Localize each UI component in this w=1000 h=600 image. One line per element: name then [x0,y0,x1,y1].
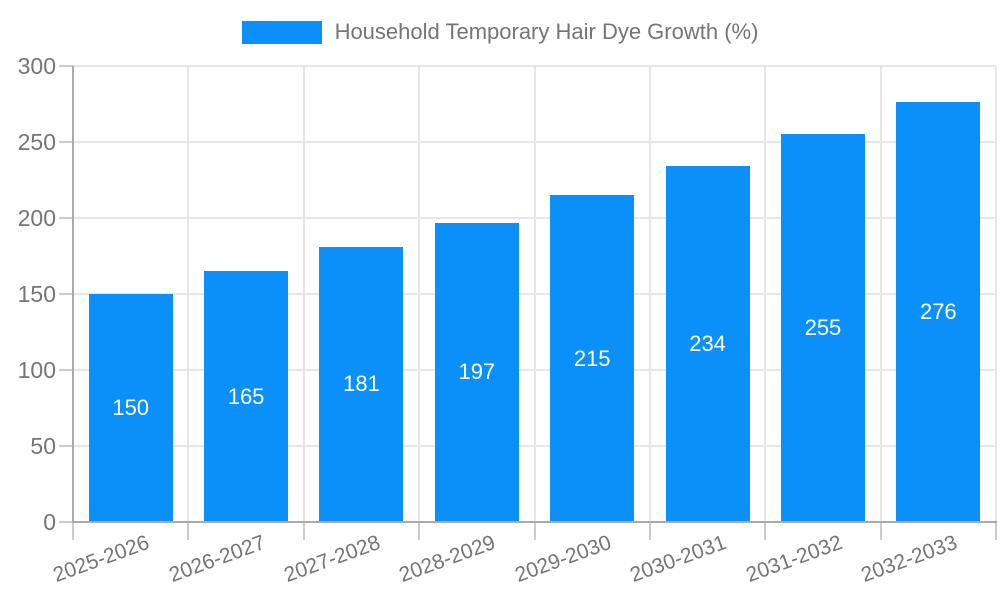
x-tick [879,522,882,540]
bar-value-label: 197 [458,359,496,385]
x-axis-category-label: 2030-2031 [627,531,730,587]
bar[interactable]: 197 [434,222,519,522]
x-tick [995,522,997,540]
bar-value-label: 234 [689,331,726,357]
x-axis-category-label: 2026-2027 [165,531,268,587]
x-gridline [533,66,536,522]
y-tick [59,521,73,523]
legend[interactable]: Household Temporary Hair Dye Growth (%) [0,19,1000,45]
bar-value-label: 181 [343,371,380,397]
bar[interactable]: 150 [88,294,173,522]
legend-swatch [241,20,322,44]
x-tick [302,522,305,540]
bar[interactable]: 255 [780,134,865,522]
x-axis-category-label: 2028-2029 [396,531,499,587]
y-tick [59,65,73,67]
x-gridline [418,66,421,522]
x-tick [418,522,421,540]
y-axis-tick-label: 200 [17,205,56,231]
bar-value-label: 215 [573,345,611,371]
legend-label: Household Temporary Hair Dye Growth (%) [334,19,759,44]
x-gridline [187,66,190,522]
y-axis-tick-label: 250 [17,129,56,155]
x-tick [72,522,74,540]
bar[interactable]: 234 [665,166,750,522]
x-tick [648,522,651,540]
bar-value-label: 276 [919,299,957,325]
bar-value-label: 255 [804,315,842,341]
y-axis-line [72,66,74,522]
x-gridline [995,66,997,522]
bar[interactable]: 276 [896,102,981,522]
y-tick [59,293,73,295]
y-axis-tick-label: 300 [17,53,56,79]
y-axis-tick-label: 0 [43,509,56,535]
x-axis-category-label: 2029-2030 [511,531,615,587]
y-tick [59,217,73,219]
bar-value-label: 150 [112,395,150,420]
x-gridline [648,66,651,522]
x-tick [187,522,190,540]
x-axis-line [72,521,997,523]
y-axis-tick-label: 100 [17,357,56,383]
x-axis-category-label: 2025-2026 [50,531,153,587]
x-axis-category-label: 2027-2028 [281,531,384,587]
y-tick [59,445,73,447]
y-tick [59,141,73,143]
bar[interactable]: 165 [204,271,289,522]
x-tick [764,522,767,540]
bar[interactable]: 181 [319,246,404,522]
x-axis-category-label: 2032-2033 [857,531,961,587]
y-axis-tick-label: 50 [30,433,56,459]
x-gridline [879,66,882,522]
x-tick [533,522,536,540]
x-gridline [764,66,767,522]
y-axis-tick-label: 150 [17,281,56,307]
bar-value-label: 165 [227,383,265,409]
x-axis-category-label: 2031-2032 [742,531,845,587]
bar[interactable]: 215 [550,195,635,522]
y-tick [59,369,73,371]
x-gridline [302,66,305,522]
